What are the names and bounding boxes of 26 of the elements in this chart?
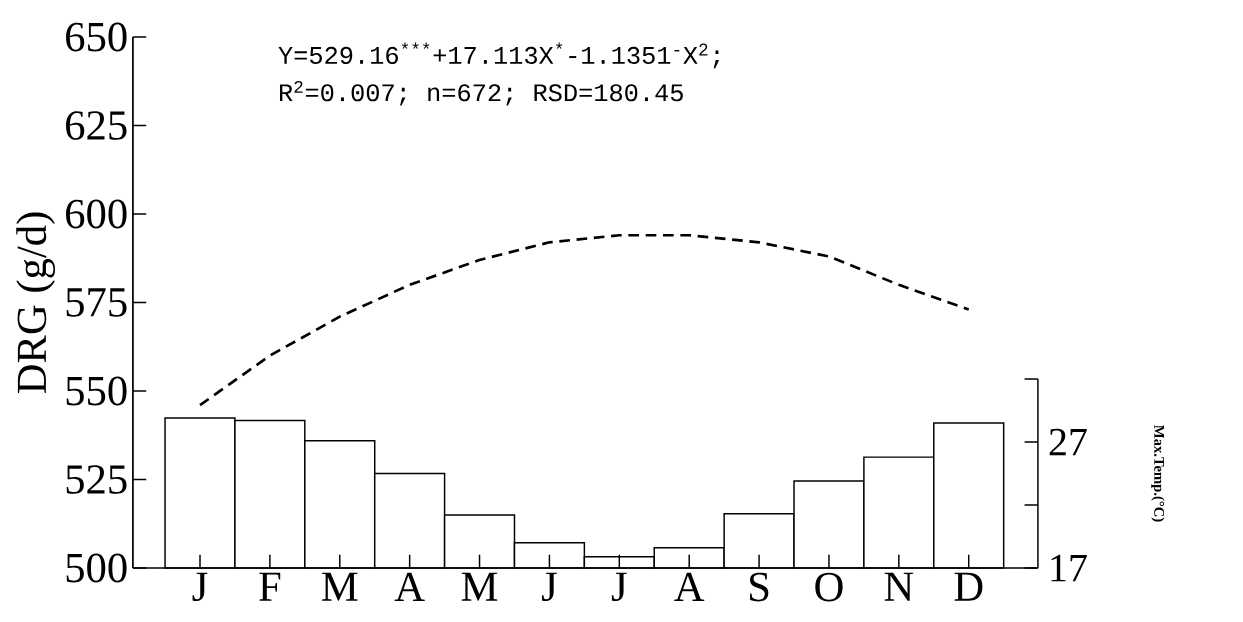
y2-axis-title: Max.Temp.(°C) (1151, 425, 1165, 522)
x-tick-label: D (954, 572, 983, 601)
y-tick-label: 550 (66, 376, 127, 406)
y-tick-label: 500 (66, 553, 127, 583)
x-tick-label: O (815, 572, 843, 602)
x-tick-label: M (322, 572, 358, 601)
line-series (198, 233, 971, 407)
text: Y=529.16$^{***}$+17.113X$^{*}$-1.1351$^{-}$X$^{2}$; (278, 42, 720, 69)
x-tick-label: A (674, 572, 705, 601)
y-tick-label: 650 (66, 22, 127, 52)
y-axis-title: DRG (g/d) (16, 212, 56, 394)
x-tick-label: J (611, 572, 627, 602)
x-tick-label: N (884, 572, 914, 601)
x-tick-label: S (750, 572, 769, 602)
x-tick-label: F (259, 572, 281, 601)
x-tick-label: A (394, 572, 425, 601)
x-tick-label: J (192, 572, 208, 602)
x-tick-label: M (461, 572, 498, 601)
y-tick-label: 525 (66, 465, 127, 494)
y2-tick-label: 17 (1051, 554, 1087, 582)
y-tick-label: 625 (66, 111, 127, 140)
y-tick-label: 575 (66, 288, 127, 317)
y2-tick-label: 27 (1049, 428, 1087, 456)
annotation: R$^{2}$=0.007; n=672; RSD=180.45 (279, 80, 683, 106)
x-tick-label: J (542, 572, 557, 602)
y-tick-label: 600 (66, 199, 127, 229)
